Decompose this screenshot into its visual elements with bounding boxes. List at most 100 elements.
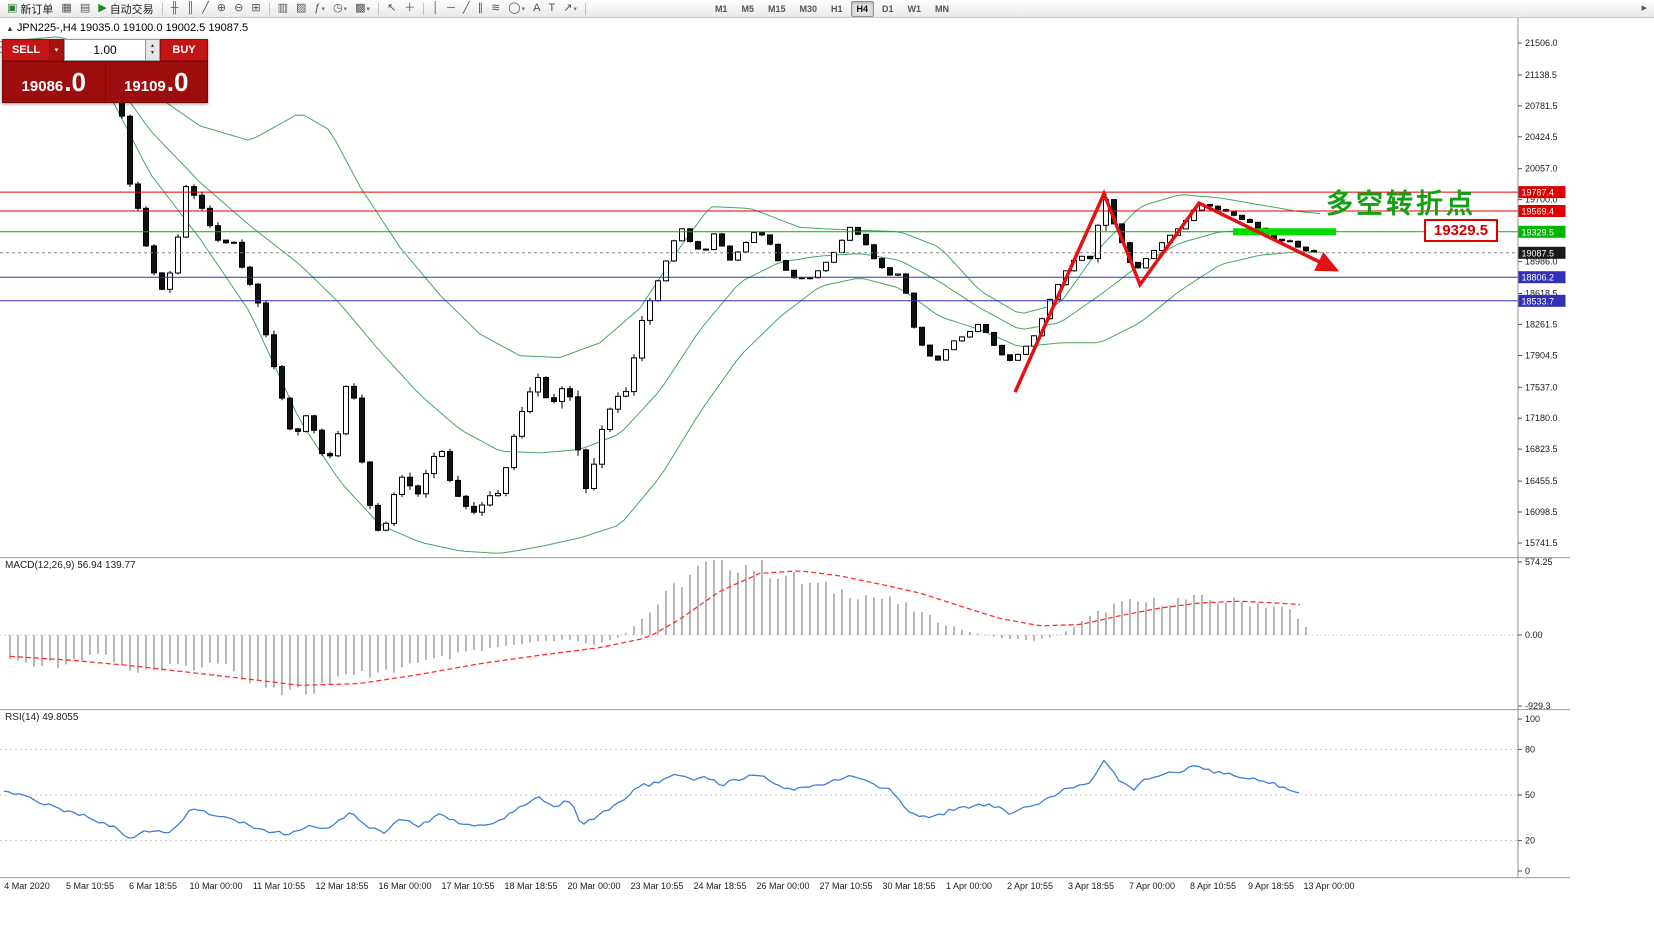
fibonacci-button[interactable]: ≋ [491,2,501,14]
autotrading-button[interactable]: ▶ 自动交易 [98,2,154,16]
line-chart-button[interactable]: ╱ [202,2,209,14]
svg-text:17537.0: 17537.0 [1525,382,1558,392]
svg-text:30 Mar 18:55: 30 Mar 18:55 [882,881,935,891]
macd-indicator-label: MACD(12,26,9) 56.94 139.77 [5,560,136,571]
svg-text:16455.5: 16455.5 [1525,476,1558,486]
channel-button[interactable]: ∥ [477,2,484,14]
timeframe-m5-button[interactable]: M5 [741,3,754,14]
svg-text:18 Mar 18:55: 18 Mar 18:55 [504,881,557,891]
timeframe-m15-button[interactable]: M15 [767,3,786,14]
chart-shift-button[interactable]: ▸ [1641,2,1647,14]
sell-price[interactable]: 19086.0 [3,67,105,98]
svg-text:19087.5: 19087.5 [1522,248,1555,258]
svg-text:17180.0: 17180.0 [1525,413,1558,423]
profiles-button[interactable]: ▤ [79,2,91,14]
symbol-ohlc-text: JPN225-,H4 19035.0 19100.0 19002.5 19087… [16,22,249,34]
svg-text:11 Mar 10:55: 11 Mar 10:55 [253,881,305,891]
sell-button[interactable]: SELL [2,39,50,61]
svg-text:19787.4: 19787.4 [1522,188,1555,198]
one-click-trading-panel: SELL ▾ ▴▾ BUY 19086.0 19109.0 [2,39,208,103]
svg-text:10 Mar 00:00: 10 Mar 00:00 [189,881,242,891]
svg-text:17 Mar 10:55: 17 Mar 10:55 [441,881,494,891]
trendline-button[interactable]: ╱ [462,2,470,14]
tile-windows-button[interactable]: ⊞ [251,2,261,14]
text-button[interactable]: A [533,2,541,14]
svg-text:4 Mar 2020: 4 Mar 2020 [4,881,50,891]
zoom-in-button[interactable]: ⊕ [216,2,227,14]
svg-text:16098.5: 16098.5 [1525,507,1558,517]
data-window-button[interactable]: ▨ [295,2,307,14]
shapes-button[interactable]: ◯ ▾ [508,2,526,14]
svg-text:18806.2: 18806.2 [1522,273,1555,283]
zoom-out-button[interactable]: ⊖ [234,2,244,14]
volume-input[interactable] [64,39,146,61]
timeframe-d1-button[interactable]: D1 [882,3,894,14]
svg-text:16823.5: 16823.5 [1525,444,1558,454]
svg-text:18261.5: 18261.5 [1525,319,1558,329]
bar-chart-button[interactable]: ╫ [170,2,179,14]
indicators-button[interactable]: ƒ ▾ [314,2,326,14]
macd-axis[interactable]: 574.25 0.00 -929.3 [1518,557,1553,711]
timeframe-m1-button[interactable]: M1 [714,3,728,14]
chart-symbol-icon: ▲ [6,23,14,33]
svg-text:5 Mar 10:55: 5 Mar 10:55 [66,881,114,891]
svg-text:3 Apr 18:55: 3 Apr 18:55 [1068,881,1114,891]
bollinger-middle-line [0,46,1321,454]
svg-text:23 Mar 10:55: 23 Mar 10:55 [630,881,683,891]
toolbar: ▣ 新订单 ▦ ▤ ▶ 自动交易 ╫ ║ ╱ ⊕ ⊖ ⊞ ▥ ▨ ƒ ▾ ◷ ▾ ▩ ▾ ↖ ＋ │ ─ ╱ ∥ ≋ ◯ ▾ A T ↗ ▾ M1… [0,0,1654,18]
vertical-line-button[interactable]: │ [432,2,440,14]
crosshair-button[interactable]: ＋ [404,2,416,14]
text-label-button[interactable]: T [548,2,556,14]
svg-text:27 Mar 10:55: 27 Mar 10:55 [819,881,872,891]
svg-text:50: 50 [1525,790,1535,800]
svg-text:19569.4: 19569.4 [1522,207,1555,217]
arrows-button[interactable]: ↗ ▾ [563,2,577,14]
svg-text:26 Mar 00:00: 26 Mar 00:00 [756,881,809,891]
timeframe-w1-button[interactable]: W1 [907,3,922,14]
timeframe-h1-button[interactable]: H1 [831,3,843,14]
price-level-box: 19329.5 [1424,219,1498,242]
buy-price[interactable]: 19109.0 [106,67,208,98]
macd-histogram [9,560,1307,696]
rsi-axis[interactable]: 100 80 50 20 0 [1518,714,1540,876]
sell-options-caret[interactable]: ▾ [50,39,64,61]
price-axis[interactable]: 21506.0 21138.5 20781.5 20424.5 20057.0 19700… [1518,38,1566,548]
svg-text:18533.7: 18533.7 [1522,296,1555,306]
svg-text:8 Apr 10:55: 8 Apr 10:55 [1190,881,1236,891]
panel-separators[interactable] [0,557,1570,879]
svg-text:18986.0: 18986.0 [1525,257,1558,267]
buy-price-main: 19109 [124,77,166,95]
svg-text:2 Apr 10:55: 2 Apr 10:55 [1007,881,1053,891]
toolbar-separator [161,2,163,15]
svg-text:20424.5: 20424.5 [1525,132,1558,142]
timeframe-mn-button[interactable]: MN [935,3,950,14]
toolbar-separator [268,2,270,15]
macd-signal-line [9,570,1301,686]
templates-button[interactable]: ▩ ▾ [355,2,371,14]
turning-point-annotation: 多空转折点 [1326,189,1476,219]
rsi-panel [0,748,1518,842]
candlestick-chart-button[interactable]: ║ [186,2,195,14]
timeframe-m30-button[interactable]: M30 [799,3,817,14]
timeframe-h4-button[interactable]: H4 [850,0,875,17]
toolbar-separator [378,2,380,15]
svg-text:19700.0: 19700.0 [1525,195,1558,205]
toolbar-separator [423,2,425,15]
cursor-button[interactable]: ↖ [387,2,397,14]
buy-button[interactable]: BUY [160,39,208,61]
svg-text:18618.5: 18618.5 [1525,289,1558,299]
zigzag-annotation[interactable] [1013,189,1340,393]
horizontal-line-button[interactable]: ─ [447,2,455,14]
periods-menu-button[interactable]: ◷ ▾ [333,2,348,14]
volume-spinner[interactable]: ▴ ▾ [146,39,160,61]
svg-text:0: 0 [1525,866,1530,876]
time-axis[interactable]: 4 Mar 2020 5 Mar 10:55 6 Mar 18:55 10 Mar 0… [4,881,1354,891]
chart-window-button[interactable]: ▦ [61,2,72,14]
new-order-button[interactable]: ▣ 新订单 [7,2,54,16]
svg-text:21138.5: 21138.5 [1525,70,1557,80]
svg-text:13 Apr 00:00: 13 Apr 00:00 [1303,881,1354,891]
svg-text:12 Mar 18:55: 12 Mar 18:55 [315,881,368,891]
market-watch-button[interactable]: ▥ [277,2,288,14]
rsi-indicator-label: RSI(14) 49.8055 [5,712,79,723]
